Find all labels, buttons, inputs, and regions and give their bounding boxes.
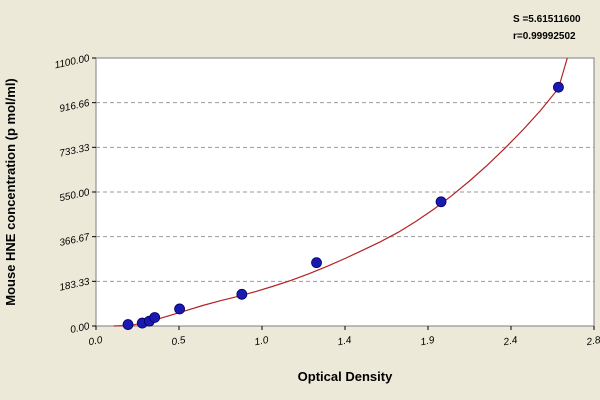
stat-s: S =5.61511600 [513,14,581,25]
data-point [236,288,248,300]
data-point [149,312,161,323]
x-tick-label: 2.4 [502,335,519,348]
data-point [435,196,447,208]
y-tick-label: 0.00 [69,321,91,336]
data-points [122,81,564,330]
data-point [553,81,564,93]
x-tick-label: 0.0 [88,335,104,348]
data-point [174,303,185,315]
x-tick-label: 1.4 [337,335,353,348]
x-tick-label: 2.8 [585,335,600,348]
x-tick-label: 0.5 [171,335,187,348]
data-point [311,257,322,269]
x-axis-title: Optical Density [298,369,393,384]
x-tick-label: 1.9 [420,335,436,348]
x-axis-ticks: 0.0 0.5 1.0 1.4 1.9 2.4 2.8 [88,326,600,348]
x-tick-label: 1.0 [254,335,270,348]
y-axis-title: Mouse HNE concentration (p mol/ml) [3,78,18,306]
data-point [122,319,134,330]
stat-r: r=0.99992502 [513,31,576,42]
gridlines [96,102,594,282]
fit-curve [113,57,568,327]
